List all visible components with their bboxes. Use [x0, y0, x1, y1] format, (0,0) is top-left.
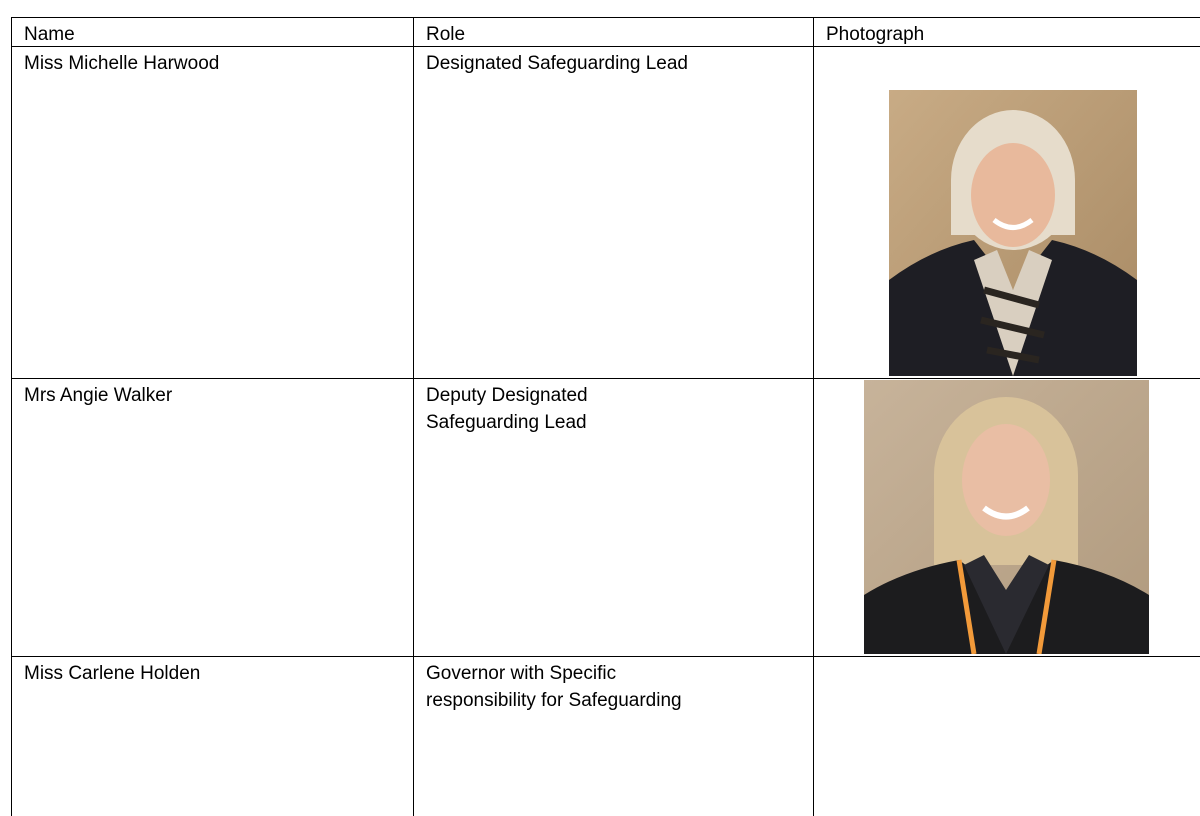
- photo: [889, 90, 1137, 376]
- table-cell: Governor with Specific responsibility for…: [413, 656, 813, 816]
- name-text: Mrs Angie Walker: [24, 385, 173, 406]
- role-text: Designated Safeguarding Lead: [426, 53, 688, 74]
- table-cell: Photograph: [813, 17, 1200, 46]
- table-cell: Designated Safeguarding Lead: [413, 46, 813, 378]
- table-cell: [813, 656, 1200, 816]
- table-cell: Deputy Designated Safeguarding Lead: [413, 378, 813, 656]
- table-cell: [813, 378, 1200, 656]
- header-text: Name: [24, 24, 75, 45]
- header-text: Photograph: [826, 24, 925, 45]
- table-cell: Name: [11, 17, 413, 46]
- name-text: Miss Michelle Harwood: [24, 53, 220, 74]
- photo: [864, 380, 1149, 654]
- role-text: responsibility for Safeguarding: [426, 690, 682, 711]
- header-text: Role: [426, 24, 466, 45]
- name-text: Miss Carlene Holden: [24, 663, 201, 684]
- table-cell: [813, 46, 1200, 378]
- role-text: Safeguarding Lead: [426, 412, 587, 433]
- document: Name Role Photograph Miss Michelle Harwood D…: [11, 17, 1200, 816]
- table-cell: Role: [413, 17, 813, 46]
- table-cell: Miss Carlene Holden: [11, 656, 413, 816]
- role-text: Governor with Specific: [426, 663, 617, 684]
- table-cell: Mrs Angie Walker: [11, 378, 413, 656]
- table-cell: Miss Michelle Harwood: [11, 46, 413, 378]
- page: Name Role Photograph Miss Michelle Harwood D…: [11, 17, 1200, 816]
- role-text: Deputy Designated: [426, 385, 588, 406]
